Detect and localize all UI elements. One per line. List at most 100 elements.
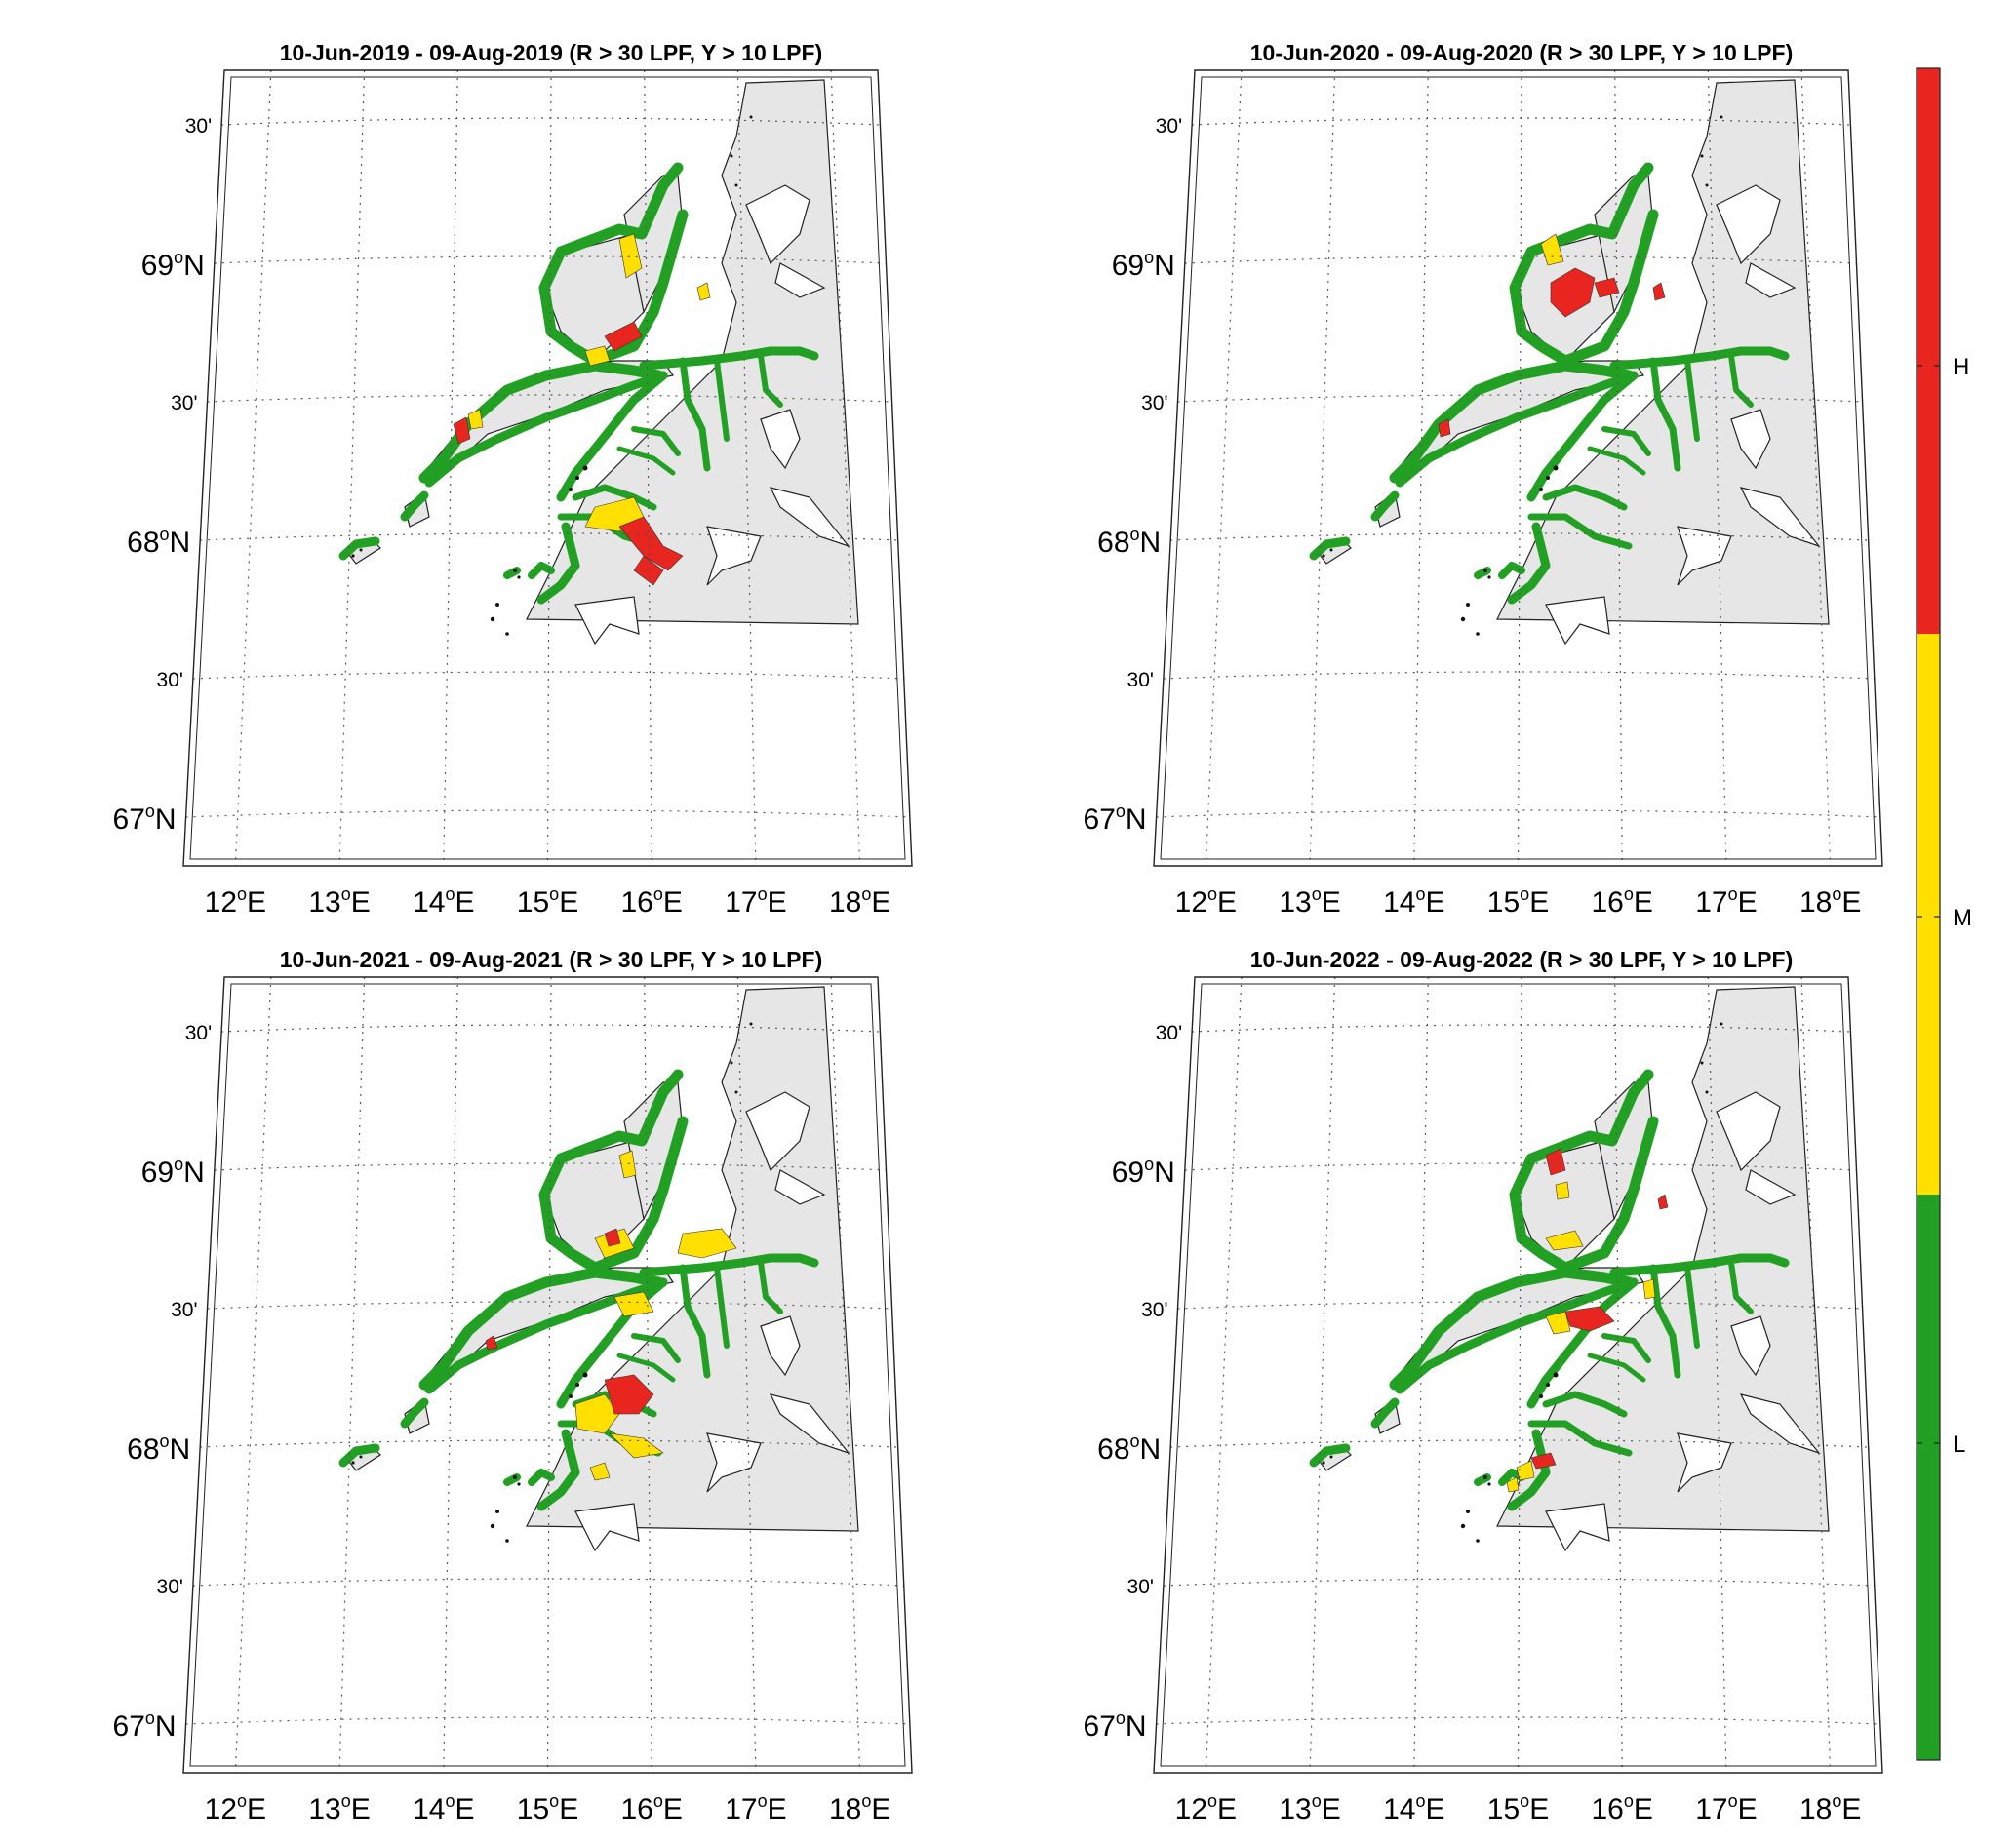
risk-medium-area: [589, 1462, 611, 1481]
longitude-label: 17oE: [725, 1791, 786, 1825]
latitude-label: 67oN: [1084, 1708, 1147, 1743]
latitude-label: 68oN: [127, 1431, 190, 1466]
longitude-label: 17oE: [1695, 1791, 1757, 1825]
longitude-label: 14oE: [413, 1791, 474, 1825]
risk-medium-area: [677, 1228, 737, 1259]
panel-title: 10-Jun-2020 - 09-Aug-2020 (R > 30 LPF, Y…: [1250, 40, 1793, 65]
risk-medium-area: [574, 1393, 620, 1434]
risk-high-area: [1652, 282, 1666, 301]
risk-high-area: [1545, 1148, 1566, 1176]
longitude-label: 13oE: [308, 1791, 370, 1825]
risk-colorbar: H M L: [1916, 67, 1972, 1761]
map-panel-2020: 10-Jun-2020 - 09-Aug-2020 (R > 30 LPF, Y…: [1084, 40, 1883, 919]
latitude-label: 30': [157, 669, 183, 691]
risk-high-area: [485, 1335, 498, 1351]
latitude-label: 30': [185, 1022, 212, 1044]
risk-high-area: [1438, 418, 1451, 438]
colorbar-label-high: H: [1953, 354, 1969, 380]
risk-medium-area: [1545, 1230, 1584, 1251]
latitude-label: 67oN: [113, 1708, 177, 1743]
risk-medium-area: [1506, 1476, 1520, 1493]
map-frame: [182, 69, 913, 867]
map-frame: [1153, 69, 1883, 867]
longitude-label: 17oE: [1695, 884, 1757, 919]
latitude-label: 67oN: [113, 802, 177, 836]
map-area: [1156, 70, 1880, 866]
map-frame: [182, 976, 913, 1774]
colorbar-medium: [1917, 634, 1940, 1195]
coastline-and-land: [1314, 987, 1829, 1550]
longitude-label: 14oE: [1383, 884, 1444, 919]
longitude-label: 18oE: [1799, 1791, 1861, 1825]
map-area: [1156, 977, 1880, 1773]
longitude-label: 18oE: [829, 1791, 890, 1825]
risk-medium-area: [1540, 233, 1564, 266]
map-area: [185, 70, 910, 866]
longitude-label: 16oE: [1592, 884, 1653, 919]
latitude-label: 30': [1156, 115, 1182, 137]
risk-medium-area: [1555, 1181, 1570, 1200]
panel-title: 10-Jun-2021 - 09-Aug-2021 (R > 30 LPF, Y…: [280, 947, 822, 972]
colorbar-label-low: L: [1953, 1431, 1965, 1458]
risk-high-area: [1530, 1452, 1557, 1470]
map-panel-2021: 10-Jun-2021 - 09-Aug-2021 (R > 30 LPF, Y…: [113, 947, 913, 1825]
longitude-label: 15oE: [517, 884, 578, 919]
latitude-label: 30': [1156, 1022, 1182, 1044]
latitude-label: 30': [171, 1299, 197, 1321]
risk-medium-area: [609, 1432, 664, 1459]
coastline-and-land: [1314, 80, 1829, 644]
risk-high-area: [604, 1374, 654, 1415]
graticule: [185, 70, 910, 866]
longitude-label: 12oE: [205, 884, 266, 919]
longitude-label: 14oE: [1383, 1791, 1444, 1825]
risk-medium-area: [618, 1150, 637, 1179]
longitude-label: 12oE: [1175, 884, 1237, 919]
longitude-label: 15oE: [517, 1791, 578, 1825]
colorbar-high: [1917, 68, 1940, 634]
risk-high-area: [1594, 277, 1620, 298]
risk-high-area: [604, 321, 643, 352]
latitude-label: 30': [185, 115, 212, 137]
map-panels: 10-Jun-2019 - 09-Aug-2019 (R > 30 LPF, Y…: [113, 40, 1883, 1825]
risk-high-area: [453, 416, 471, 445]
longitude-label: 18oE: [1799, 884, 1861, 919]
risk-high-area: [1550, 267, 1596, 318]
colorbar-low: [1917, 1195, 1940, 1760]
risk-high-area: [1657, 1194, 1669, 1210]
latitude-label: 30': [1141, 1299, 1167, 1321]
longitude-label: 14oE: [413, 884, 474, 919]
map-panel-2019: 10-Jun-2019 - 09-Aug-2019 (R > 30 LPF, Y…: [113, 40, 913, 919]
risk-medium-area: [613, 1291, 654, 1317]
risk-high-area: [604, 1228, 621, 1247]
risk-medium-area: [618, 233, 643, 279]
map-panel-2022: 10-Jun-2022 - 09-Aug-2022 (R > 30 LPF, Y…: [1084, 947, 1883, 1825]
graticule: [185, 977, 910, 1773]
risk-medium-area: [696, 282, 711, 301]
colorbar-label-medium: M: [1953, 905, 1972, 931]
risk-medium-area: [1642, 1278, 1656, 1300]
risk-high-area: [1564, 1306, 1615, 1332]
latitude-label: 68oN: [1097, 1431, 1161, 1466]
longitude-label: 15oE: [1487, 884, 1549, 919]
longitude-label: 12oE: [205, 1791, 266, 1825]
longitude-label: 13oE: [1279, 884, 1340, 919]
latitude-label: 69oN: [1112, 248, 1175, 282]
risk-medium-area: [1516, 1460, 1535, 1481]
longitude-label: 13oE: [1279, 1791, 1340, 1825]
panel-title: 10-Jun-2019 - 09-Aug-2019 (R > 30 LPF, Y…: [280, 40, 822, 65]
risk-medium-area: [584, 345, 611, 367]
risk-medium-area: [467, 409, 484, 430]
latitude-label: 30': [1127, 669, 1154, 691]
longitude-label: 12oE: [1175, 1791, 1237, 1825]
latitude-label: 68oN: [127, 525, 190, 559]
panel-title: 10-Jun-2022 - 09-Aug-2022 (R > 30 LPF, Y…: [1250, 947, 1793, 972]
latitude-label: 30': [1141, 392, 1167, 414]
map-area: [185, 977, 910, 1773]
graticule: [1156, 70, 1880, 866]
map-frame: [1153, 976, 1883, 1774]
latitude-label: 68oN: [1097, 525, 1161, 559]
graticule: [1156, 977, 1880, 1773]
latitude-label: 30': [157, 1576, 183, 1598]
latitude-label: 69oN: [141, 1155, 205, 1189]
